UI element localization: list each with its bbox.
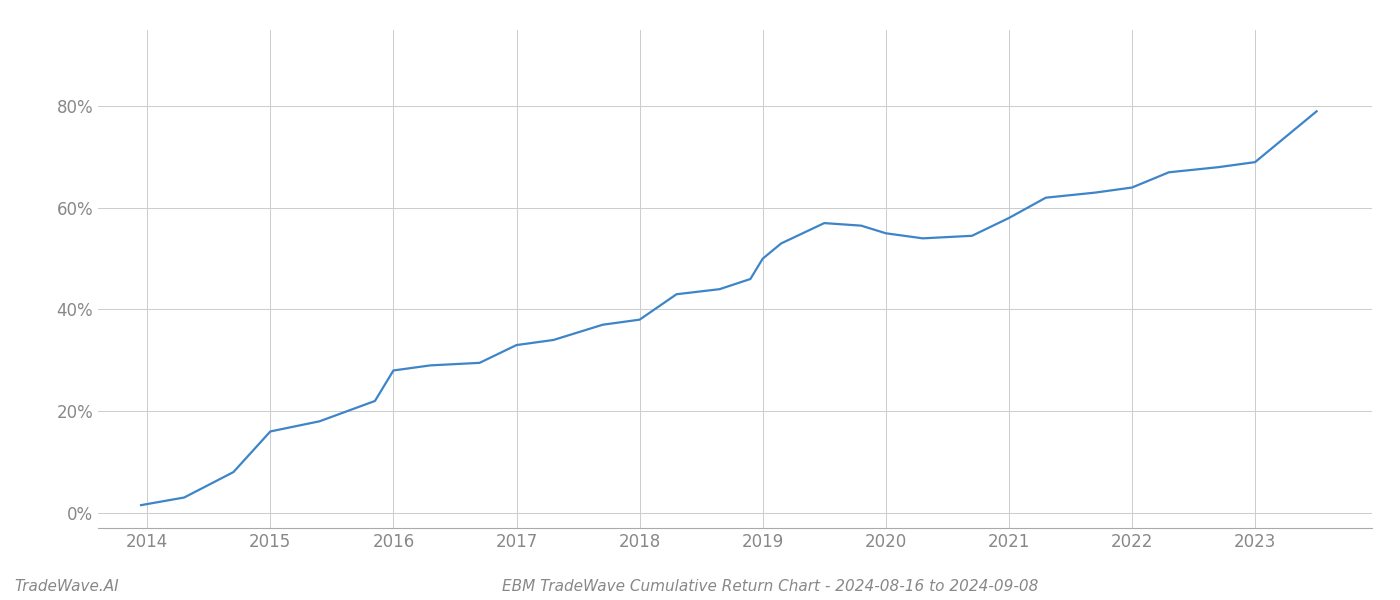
Text: EBM TradeWave Cumulative Return Chart - 2024-08-16 to 2024-09-08: EBM TradeWave Cumulative Return Chart - … xyxy=(501,579,1039,594)
Text: TradeWave.AI: TradeWave.AI xyxy=(14,579,119,594)
